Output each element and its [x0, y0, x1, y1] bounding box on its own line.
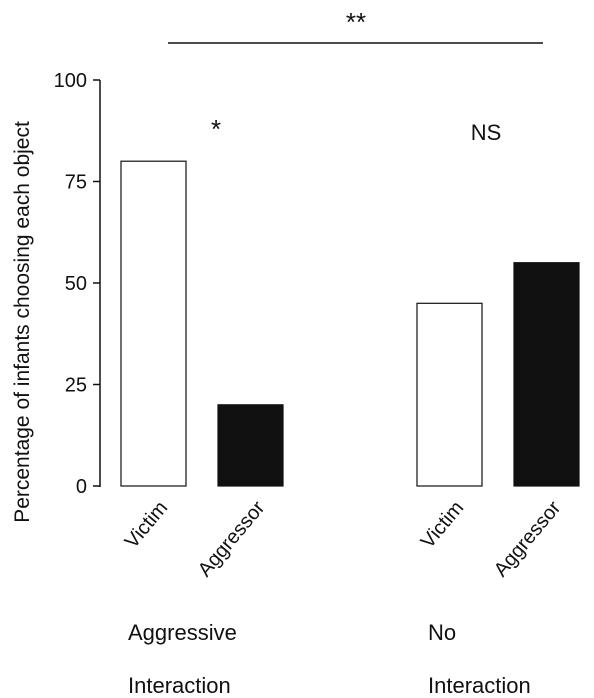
- group-labels: Aggressive Interaction No Interaction: [128, 620, 531, 698]
- x-category-label: Victim: [417, 497, 469, 553]
- x-category-label: Aggressor: [490, 497, 566, 581]
- significance-label: NS: [471, 120, 502, 145]
- significance-label: *: [211, 114, 221, 144]
- y-tick-label: 25: [65, 375, 87, 397]
- y-tick-label: 75: [65, 172, 87, 194]
- y-tick-label: 0: [76, 476, 87, 498]
- y-tick-label: 100: [54, 70, 87, 92]
- group-label-line2: Interaction: [128, 673, 231, 698]
- bar-victim-1: [120, 160, 187, 487]
- x-axis-labels: Victim Aggressor Victim Aggressor: [121, 497, 566, 581]
- group-label-line2: Interaction: [428, 673, 531, 698]
- bar-victim-2: [416, 302, 483, 487]
- x-category-label: Aggressor: [194, 497, 270, 581]
- group-label-line1: Aggressive: [128, 620, 237, 645]
- y-tick-label: 50: [65, 273, 87, 295]
- between-groups-significance-label: **: [346, 7, 366, 37]
- bar-aggressor-2: [513, 262, 580, 487]
- x-category-label: Victim: [121, 497, 173, 553]
- significance-annotations: * NS **: [168, 7, 543, 145]
- y-axis: 0 25 50 75 100: [54, 70, 101, 498]
- bars: [120, 160, 580, 487]
- bar-aggressor-1: [217, 404, 284, 487]
- group-label-line1: No: [428, 620, 456, 645]
- y-axis-label: Percentage of infants choosing each obje…: [11, 121, 34, 523]
